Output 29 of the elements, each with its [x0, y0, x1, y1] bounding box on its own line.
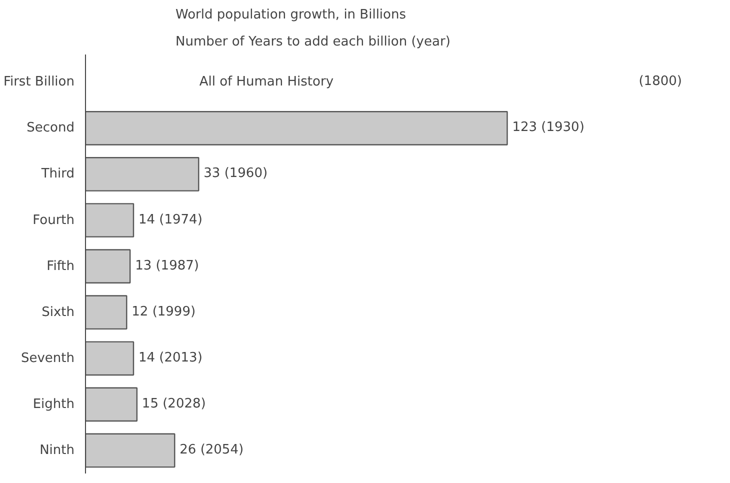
y-tick-label: Sixth: [42, 304, 75, 320]
y-tick-label: Fifth: [46, 258, 74, 274]
bar: [86, 249, 131, 284]
data-label: 12 (1999): [132, 304, 196, 320]
data-label: 14 (1974): [138, 212, 202, 228]
bar: [86, 295, 128, 330]
chart-subtitle: Number of Years to add each billion (year): [176, 34, 450, 50]
y-tick-label: Third: [40, 166, 75, 182]
y-tick-label: Second: [26, 120, 74, 136]
y-tick-label: Seventh: [20, 350, 75, 366]
y-tick-label: Eighth: [32, 396, 75, 412]
data-label: 13 (1987): [135, 258, 199, 274]
bar: [86, 203, 134, 238]
data-label: 14 (2013): [138, 350, 202, 366]
y-tick-label: Fourth: [32, 212, 74, 228]
annotation: All of Human History: [199, 74, 334, 90]
bar: [86, 387, 138, 422]
data-label: 26 (2054): [180, 442, 244, 458]
text: (1800): [638, 74, 682, 90]
data-label: 123 (1930): [512, 120, 584, 136]
data-label: 15 (2028): [142, 396, 206, 412]
bar: [86, 110, 508, 146]
y-tick-label: Ninth: [40, 442, 75, 458]
chart-title: World population growth, in Billions: [176, 8, 406, 22]
y-tick-label: First Billion: [3, 74, 75, 90]
bar: [86, 341, 134, 376]
bar: [86, 433, 176, 468]
data-label: 33 (1960): [204, 166, 268, 182]
bar: [86, 157, 200, 192]
